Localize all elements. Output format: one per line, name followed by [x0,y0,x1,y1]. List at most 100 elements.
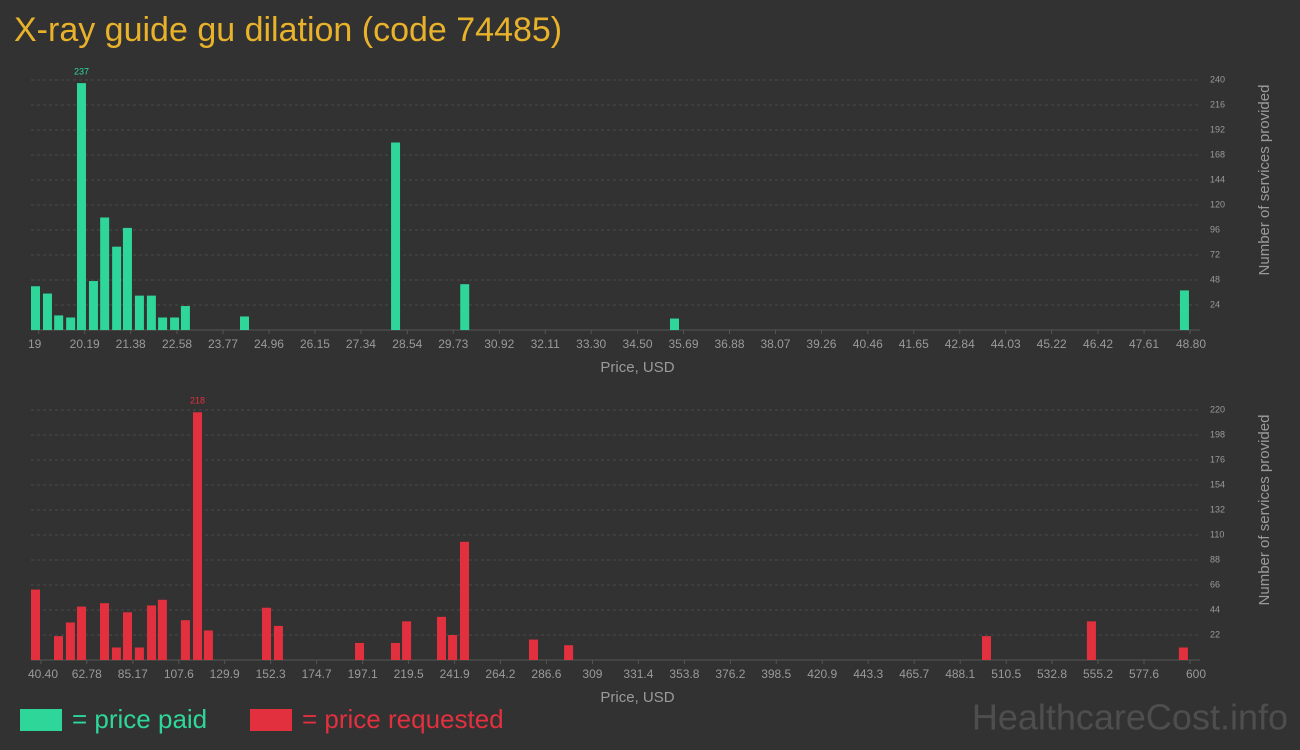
legend-label: = price paid [72,704,207,734]
max-value-label: 218 [190,396,205,406]
bar [402,621,412,660]
y-tick-label: 88 [1210,554,1220,564]
bar [391,142,401,330]
x-tick-label: 46.42 [1083,337,1113,351]
y-tick-label: 96 [1210,224,1220,234]
x-tick-label: 219.5 [394,667,424,681]
bar [240,316,250,330]
bar [134,647,144,660]
x-tick-label: 152.3 [256,667,286,681]
x-tick-label: 331.4 [623,667,653,681]
bar [65,622,75,660]
bar [158,317,168,330]
x-tick-label: 376.2 [715,667,745,681]
x-tick-label: 286.6 [531,667,561,681]
y-tick-label: 176 [1210,454,1225,464]
bar [111,647,121,660]
y-tick-label: 24 [1210,299,1220,309]
y-tick-label: 144 [1210,174,1225,184]
x-tick-label: 28.54 [392,337,422,351]
y-tick-label: 220 [1210,404,1225,414]
x-tick-label: 510.5 [991,667,1021,681]
x-tick-label: 264.2 [485,667,515,681]
bar [146,295,156,330]
x-tick-label: 42.84 [945,337,975,351]
x-axis-title: Price, USD [600,359,674,376]
x-tick-label: 21.38 [116,337,146,351]
x-tick-label: 35.69 [669,337,699,351]
x-tick-label: 532.8 [1037,667,1067,681]
bar [122,612,132,660]
bar [564,645,574,660]
x-tick-label: 555.2 [1083,667,1113,681]
x-tick-label: 309 [582,667,602,681]
x-tick-label: 40.40 [28,667,58,681]
x-tick-label: 47.61 [1129,337,1159,351]
x-tick-label: 577.6 [1129,667,1159,681]
x-tick-label: 36.88 [714,337,744,351]
x-tick-label: 398.5 [761,667,791,681]
bar [459,541,469,660]
x-tick-label: 62.78 [72,667,102,681]
x-tick-label: 20.19 [70,337,100,351]
y-tick-label: 120 [1210,199,1225,209]
x-tick-label: 38.07 [760,337,790,351]
bar [76,606,86,660]
y-tick-label: 192 [1210,124,1225,134]
x-tick-label: 32.11 [531,337,560,351]
bar [669,318,679,330]
x-tick-label: 30.92 [484,337,514,351]
x-tick-label: 420.9 [807,667,837,681]
x-tick-label: 443.3 [853,667,883,681]
y-tick-label: 240 [1210,74,1225,84]
bar [528,639,538,660]
bar [355,642,365,660]
bar [54,315,64,330]
watermark: HealthcareCost.info [972,697,1288,738]
x-tick-label: 353.8 [669,667,699,681]
bar [53,636,63,660]
y-tick-label: 168 [1210,149,1225,159]
legend-label: = price requested [302,704,504,734]
bar [180,306,190,330]
x-tick-label: 23.77 [208,337,238,351]
bar [66,317,76,330]
y-axis-title: Number of services provided [1256,85,1273,276]
y-tick-label: 216 [1210,99,1225,109]
max-value-label: 237 [74,67,89,77]
x-tick-label: 488.1 [945,667,975,681]
x-tick-label: 34.50 [623,337,653,351]
y-tick-label: 22 [1210,629,1220,639]
y-tick-label: 154 [1210,479,1225,489]
bar [390,642,400,660]
x-tick-label: 465.7 [899,667,929,681]
y-tick-label: 110 [1210,529,1224,539]
x-tick-label: 39.26 [806,337,836,351]
x-tick-label: 48.80 [1176,337,1206,351]
x-tick-label: 174.7 [302,667,332,681]
x-tick-label: 41.65 [899,337,929,351]
x-tick-label: 45.22 [1037,337,1067,351]
x-tick-label: 129.9 [210,667,240,681]
bar [273,625,283,660]
y-tick-label: 48 [1210,274,1220,284]
x-tick-label: 22.58 [162,337,192,351]
y-tick-label: 72 [1210,249,1220,259]
x-tick-label: 241.9 [440,667,470,681]
y-tick-label: 66 [1210,579,1220,589]
x-tick-label: 24.96 [254,337,284,351]
bar [31,286,40,330]
bar [193,412,203,660]
bar [99,603,109,660]
x-axis-title: Price, USD [600,689,674,706]
y-axis-title: Number of services provided [1256,415,1273,606]
bar [460,284,470,330]
bar [1179,290,1189,330]
y-tick-label: 198 [1210,429,1225,439]
bar [436,616,446,660]
bar [42,293,52,330]
bar [100,217,110,330]
